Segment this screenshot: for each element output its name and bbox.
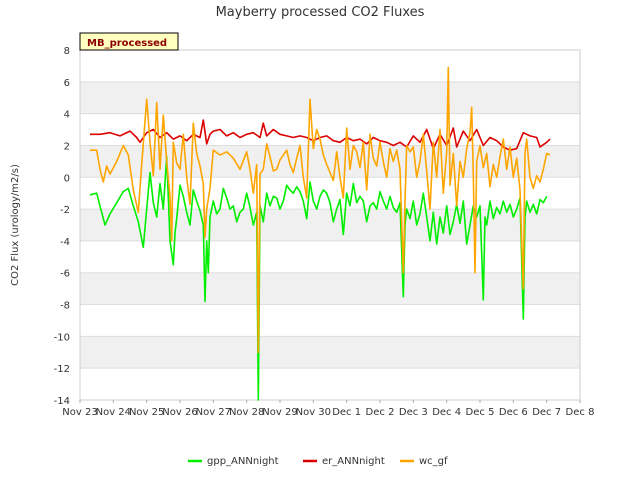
plot-frame xyxy=(79,49,581,401)
y-axis-ticks: -14 -12 -10 -8 -6 -4 -2 0 2 4 6 8 xyxy=(54,46,70,407)
legend-label-gpp_ANNnight: gpp_ANNnight xyxy=(207,456,279,467)
x-tick-label: Nov 27 xyxy=(196,407,231,418)
y-tick-label: -14 xyxy=(54,396,70,407)
x-tick-label: Nov 24 xyxy=(96,407,131,418)
series-line-gpp_ANNnight xyxy=(89,155,548,401)
x-tick-label: Dec 8 xyxy=(566,407,595,418)
x-tick-label: Dec 5 xyxy=(466,407,495,418)
x-tick-label: Dec 4 xyxy=(432,407,461,418)
x-tick-label: Nov 26 xyxy=(162,407,197,418)
annotation-text: MB_processed xyxy=(87,38,167,49)
x-tick-label: Nov 30 xyxy=(296,407,331,418)
y-tick-label: -4 xyxy=(60,237,70,248)
annotation-box xyxy=(79,32,179,51)
y-tick-label: -8 xyxy=(60,301,70,312)
x-tick-label: Nov 28 xyxy=(229,407,264,418)
background-band xyxy=(80,336,580,369)
series-layer xyxy=(89,66,551,401)
legend-label-er_ANNnight: er_ANNnight xyxy=(322,456,385,467)
annotation-badge: MB_processed xyxy=(79,32,179,51)
x-tick-label: Dec 1 xyxy=(332,407,361,418)
y-tick-label: 0 xyxy=(64,173,70,184)
background-bands xyxy=(80,81,580,369)
y-axis-label: CO2 Flux (urology/m2/s) xyxy=(10,164,21,286)
x-tick-label: Nov 25 xyxy=(129,407,164,418)
y-tick-label: -10 xyxy=(54,332,70,343)
x-tick-label: Dec 3 xyxy=(399,407,428,418)
series-line-wc_gf xyxy=(90,66,551,354)
legend: gpp_ANNnight er_ANNnight wc_gf xyxy=(188,456,448,467)
x-tick-label: Dec 7 xyxy=(532,407,561,418)
background-band xyxy=(80,209,580,241)
background-band xyxy=(80,272,580,305)
background-band xyxy=(80,81,580,114)
legend-label-wc_gf: wc_gf xyxy=(419,456,448,467)
y-tick-label: 8 xyxy=(64,46,70,57)
y-tick-label: 4 xyxy=(64,110,70,121)
y-tick-label: -2 xyxy=(60,205,70,216)
y-tick-label: -12 xyxy=(54,364,70,375)
y-tick-label: 2 xyxy=(64,141,70,152)
y-tick-label: -6 xyxy=(60,269,70,280)
x-tick-label: Dec 2 xyxy=(366,407,395,418)
y-tick-label: 6 xyxy=(64,78,70,89)
x-tick-label: Nov 23 xyxy=(62,407,97,418)
x-tick-label: Dec 6 xyxy=(499,407,528,418)
x-tick-label: Nov 29 xyxy=(262,407,297,418)
chart-title: Mayberry processed CO2 Fluxes xyxy=(216,5,425,20)
